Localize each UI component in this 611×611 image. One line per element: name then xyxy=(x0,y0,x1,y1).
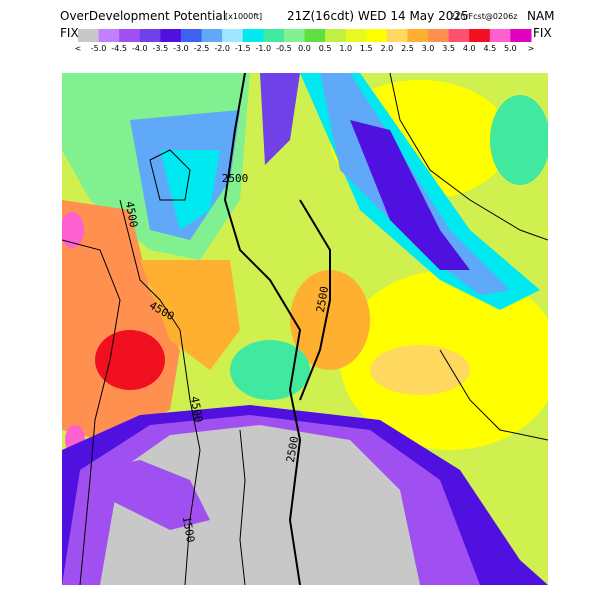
colorbar-box xyxy=(222,29,244,42)
map xyxy=(62,73,548,585)
colorbar-tick-label: -4.5 xyxy=(111,44,127,53)
colorbar-tick-label: 5.0 xyxy=(504,44,517,53)
fix-right: FIX xyxy=(533,26,552,40)
title: OverDevelopment Potential xyxy=(60,9,226,23)
units: [x1000ft] xyxy=(225,12,262,21)
fix-left: FIX xyxy=(60,26,79,40)
colorbar-tick-label: -3.0 xyxy=(173,44,189,53)
colorbar-box xyxy=(386,29,408,42)
colorbar-box xyxy=(98,29,120,42)
colorbar-tick-label: 0.5 xyxy=(319,44,332,53)
colorbar-box xyxy=(160,29,182,42)
colorbar-tick-label: > xyxy=(528,44,535,53)
colorbar-box xyxy=(201,29,223,42)
colorbar-box xyxy=(283,29,305,42)
contour-label: 2500 xyxy=(314,285,331,313)
colorbar-tick-label: 2.5 xyxy=(401,44,414,53)
colorbar-box xyxy=(119,29,141,42)
colorbar-tick-label: -1.0 xyxy=(256,44,272,53)
colorbar-box xyxy=(469,29,491,42)
colorbar-box xyxy=(489,29,511,42)
run-info: 21hrFcst@0206z xyxy=(450,12,517,21)
colorbar-tick-label: -1.5 xyxy=(235,44,251,53)
contour-label: 4500 xyxy=(188,395,205,423)
colorbar-box xyxy=(242,29,264,42)
contour-label: 1500 xyxy=(180,515,197,543)
colorbar-tick-label: -0.5 xyxy=(276,44,292,53)
colorbar-box xyxy=(304,29,326,42)
colorbar-tick-label: -4.0 xyxy=(132,44,148,53)
model: NAM xyxy=(527,9,555,23)
contour-label: 4500 xyxy=(123,200,140,228)
colorbar: < -5.0 -4.5 -4.0 -3.5 -3.0 -2.5 -2.0 -1.5 -1.0 -0.… xyxy=(75,29,535,53)
colorbar-tick-label: 0.0 xyxy=(298,44,311,53)
colorbar-tick-label: 3.5 xyxy=(442,44,455,53)
colorbar-box xyxy=(428,29,450,42)
colorbar-tick-label: 2.0 xyxy=(380,44,393,53)
colorbar-box xyxy=(139,29,161,42)
contour-label: 2500 xyxy=(222,172,249,185)
colorbar-box xyxy=(407,29,429,42)
colorbar-tick-label: 4.5 xyxy=(483,44,496,53)
colorbar-tick-label: 1.0 xyxy=(339,44,352,53)
colorbar-box xyxy=(345,29,367,42)
colorbar-tick-label: 3.0 xyxy=(422,44,435,53)
colorbar-tick-label: -2.0 xyxy=(214,44,230,53)
colorbar-box xyxy=(78,29,100,42)
colorbar-tick-label: -3.5 xyxy=(153,44,169,53)
colorbar-box xyxy=(263,29,285,42)
colorbar-box xyxy=(510,29,532,42)
colorbar-tick-label: -5.0 xyxy=(91,44,107,53)
colorbar-tick-label: -2.5 xyxy=(194,44,210,53)
colorbar-box xyxy=(180,29,203,42)
colorbar-box xyxy=(448,29,470,42)
colorbar-tick-label: < xyxy=(75,44,82,53)
colorbar-box xyxy=(366,29,388,42)
colorbar-tick-label: 4.0 xyxy=(463,44,476,53)
colorbar-box xyxy=(325,29,347,42)
contour-label: 2500 xyxy=(284,435,301,463)
valid-time: 21Z(16cdt) WED 14 May 2025 xyxy=(287,9,469,23)
colorbar-tick-label: 1.5 xyxy=(360,44,373,53)
